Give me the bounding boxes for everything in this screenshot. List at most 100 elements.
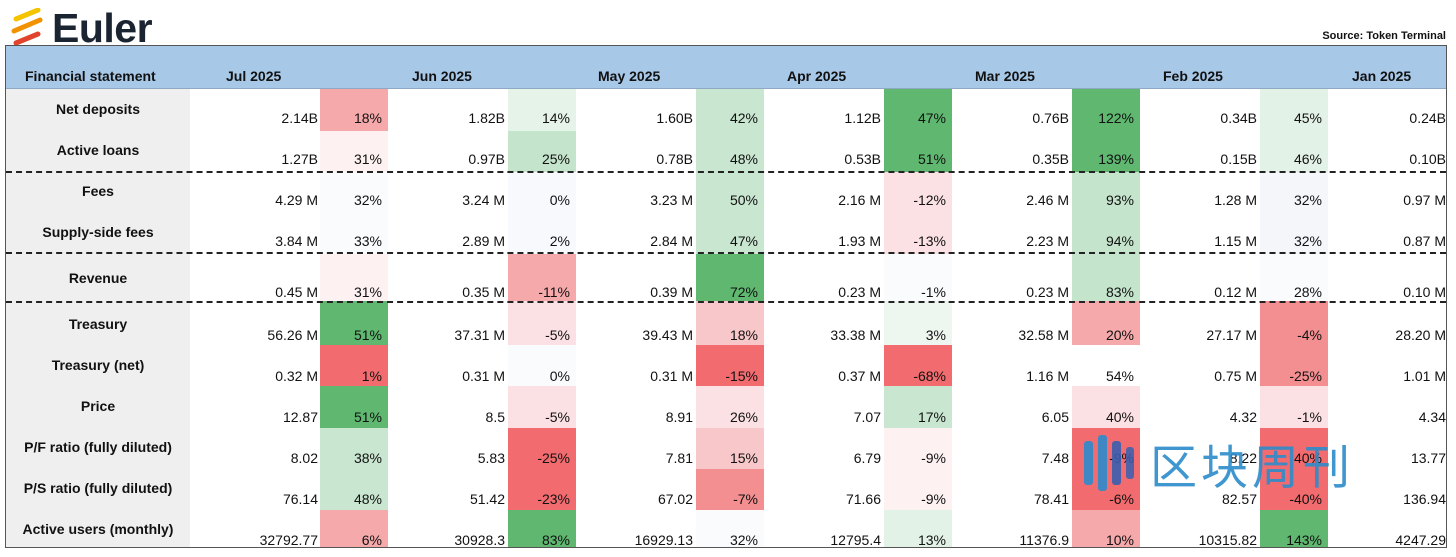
metric-value: 13.77 bbox=[1410, 450, 1446, 466]
row-label: P/F ratio (fully diluted) bbox=[24, 439, 172, 455]
metric-value: 2.16 M bbox=[838, 192, 881, 208]
change-percent: -7% bbox=[733, 491, 758, 507]
change-cell-bg bbox=[696, 386, 764, 428]
row-label: Treasury bbox=[68, 316, 128, 332]
metric-value: 51.42 bbox=[469, 491, 505, 507]
metric-value: 82.57 bbox=[1221, 491, 1257, 507]
metric-value: 4247.29 bbox=[1395, 532, 1446, 548]
row-label: Treasury (net) bbox=[51, 357, 145, 373]
metric-value: 0.53B bbox=[844, 151, 881, 167]
metric-value: 2.84 M bbox=[650, 233, 693, 249]
change-percent: -1% bbox=[921, 284, 946, 300]
metric-value: 8.91 bbox=[665, 409, 693, 425]
metric-value: 3.24 M bbox=[462, 192, 505, 208]
change-cell-bg bbox=[696, 131, 764, 172]
change-cell-bg bbox=[696, 345, 764, 386]
change-cell-bg bbox=[1260, 172, 1328, 214]
section-divider bbox=[6, 252, 1446, 254]
metric-value: 33.38 M bbox=[830, 327, 881, 343]
change-percent: 139% bbox=[1098, 151, 1134, 167]
change-percent: 14% bbox=[541, 110, 570, 126]
change-percent: 10% bbox=[1105, 532, 1134, 548]
change-percent: 2% bbox=[549, 233, 570, 249]
change-cell-bg bbox=[696, 172, 764, 214]
change-cell-bg bbox=[1260, 510, 1328, 547]
change-percent: -4% bbox=[1297, 327, 1322, 343]
change-percent: 143% bbox=[1286, 532, 1322, 548]
header-month-2: Jun 2025 bbox=[412, 68, 472, 84]
metric-value: 6.05 bbox=[1041, 409, 1069, 425]
change-cell-bg bbox=[1260, 254, 1328, 301]
metric-value: 4.34 bbox=[1418, 409, 1446, 425]
metric-value: 1.60B bbox=[656, 110, 693, 126]
change-percent: 13% bbox=[917, 532, 946, 548]
change-cell-bg bbox=[320, 345, 388, 386]
metric-value: 16929.13 bbox=[634, 532, 693, 548]
metric-value: 1.16 M bbox=[1026, 368, 1069, 384]
change-cell-bg bbox=[1072, 386, 1140, 428]
change-percent: 51% bbox=[353, 327, 382, 343]
change-percent: 18% bbox=[729, 327, 758, 343]
change-percent: 0% bbox=[549, 368, 570, 384]
change-percent: 83% bbox=[541, 532, 570, 548]
metric-value: 0.31 M bbox=[462, 368, 505, 384]
metric-value: 28.20 M bbox=[1395, 327, 1446, 343]
change-cell-bg bbox=[508, 469, 576, 510]
logo-text: Euler bbox=[52, 5, 153, 51]
change-cell-bg bbox=[884, 131, 952, 172]
metric-value: 0.23 M bbox=[838, 284, 881, 300]
change-cell-bg bbox=[884, 172, 952, 214]
metric-value: 1.28 M bbox=[1214, 192, 1257, 208]
change-percent: -5% bbox=[545, 327, 570, 343]
change-percent: 42% bbox=[729, 110, 758, 126]
metric-value: 0.12 M bbox=[1214, 284, 1257, 300]
metric-value: 0.35B bbox=[1032, 151, 1069, 167]
change-cell-bg bbox=[320, 428, 388, 469]
metric-value: 5.83 bbox=[477, 450, 505, 466]
change-percent: 28% bbox=[1293, 284, 1322, 300]
change-percent: 51% bbox=[917, 151, 946, 167]
change-percent: 45% bbox=[1293, 110, 1322, 126]
change-percent: -11% bbox=[538, 284, 570, 300]
change-percent: 32% bbox=[729, 532, 758, 548]
change-cell-bg bbox=[320, 89, 388, 131]
change-percent: 32% bbox=[353, 192, 382, 208]
metric-value: 8.5 bbox=[485, 409, 505, 425]
change-percent: -25% bbox=[537, 450, 570, 466]
metric-value: 4.29 M bbox=[275, 192, 318, 208]
metric-value: 32.58 M bbox=[1018, 327, 1069, 343]
metric-value: 7.48 bbox=[1041, 450, 1069, 466]
header-month-6: Feb 2025 bbox=[1163, 68, 1223, 84]
header-month-5: Mar 2025 bbox=[975, 68, 1035, 84]
change-cell-bg bbox=[508, 254, 576, 301]
header-month-4: Apr 2025 bbox=[787, 68, 847, 84]
row-label: Active loans bbox=[56, 142, 140, 158]
source-note: Source: Token Terminal bbox=[1322, 30, 1446, 42]
change-percent: 31% bbox=[353, 284, 382, 300]
change-cell-bg bbox=[884, 214, 952, 254]
change-cell-bg bbox=[884, 386, 952, 428]
change-percent: 47% bbox=[917, 110, 946, 126]
change-cell-bg bbox=[1260, 301, 1328, 345]
change-percent: 72% bbox=[729, 284, 758, 300]
metric-value: 1.27B bbox=[281, 151, 318, 167]
change-percent: -13% bbox=[913, 233, 946, 249]
metric-value: 8.22 bbox=[1229, 450, 1257, 466]
change-percent: 20% bbox=[1105, 327, 1134, 343]
change-cell-bg bbox=[508, 345, 576, 386]
header-month-1: Jul 2025 bbox=[226, 68, 282, 84]
change-cell-bg bbox=[884, 345, 952, 386]
change-cell-bg bbox=[320, 510, 388, 547]
metric-value: 0.10 M bbox=[1403, 284, 1446, 300]
row-label: Price bbox=[80, 398, 116, 414]
metric-value: 12795.4 bbox=[830, 532, 881, 548]
change-percent: 15% bbox=[729, 450, 758, 466]
metric-value: 136.94 bbox=[1403, 491, 1446, 507]
change-cell-bg bbox=[1072, 89, 1140, 131]
row-label: Net deposits bbox=[55, 101, 140, 117]
change-cell-bg bbox=[508, 428, 576, 469]
watermark-text: 区块周刊 bbox=[1150, 440, 1354, 496]
change-cell-bg bbox=[320, 214, 388, 254]
change-percent: 32% bbox=[1293, 192, 1322, 208]
change-cell-bg bbox=[320, 386, 388, 428]
